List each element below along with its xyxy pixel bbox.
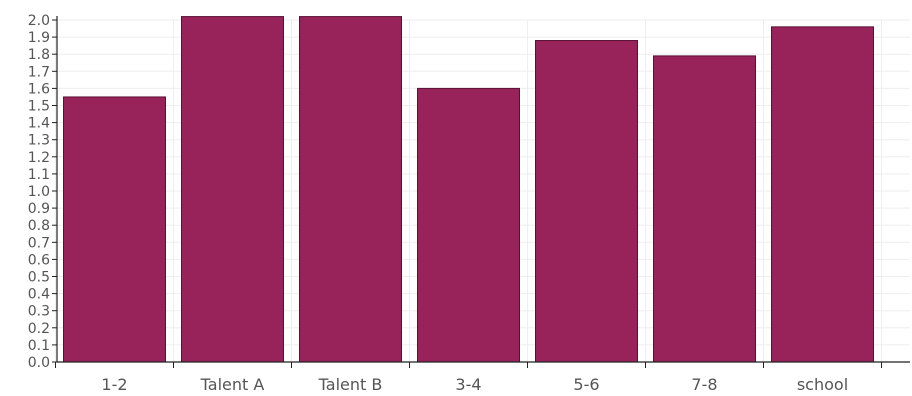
y-tick-label: 1.4 [28, 116, 50, 132]
x-axis-ticks: 1-2 Talent A Talent B 3-4 5-6 7-8 school [55, 362, 882, 394]
y-tick-label: 1.2 [28, 150, 50, 166]
x-tick-label: Talent B [318, 375, 383, 394]
y-tick-label: 0.0 [28, 355, 50, 371]
bar-talent-a [181, 16, 284, 363]
y-tick-label: 0.5 [28, 270, 50, 286]
y-tick-label: 1.7 [28, 64, 50, 80]
y-tick-label: 0.3 [28, 304, 50, 320]
y-tick-label: 0.7 [28, 235, 50, 251]
y-tick-label: 1.1 [28, 167, 50, 183]
x-tick-label: school [797, 375, 848, 394]
x-tick-label: 7-8 [691, 375, 717, 394]
y-tick-label: 1.8 [28, 47, 50, 63]
y-tick-label: 1.3 [28, 133, 50, 149]
bar-7-8 [653, 55, 756, 363]
y-tick-label: 0.1 [28, 338, 50, 354]
bar-talent-b [299, 16, 402, 363]
y-tick-label: 0.8 [28, 218, 50, 234]
y-tick-label: 0.9 [28, 201, 50, 217]
bar-school [771, 26, 874, 363]
x-tick-label: 3-4 [455, 375, 481, 394]
y-axis-ticks: 0.00.10.20.30.40.50.60.70.80.91.01.11.21… [28, 13, 57, 371]
y-tick-label: 1.0 [28, 184, 50, 200]
x-tick-label: 5-6 [573, 375, 599, 394]
y-tick-label: 1.5 [28, 99, 50, 115]
bar-1-2 [63, 96, 166, 363]
x-tick-label: Talent A [200, 375, 265, 394]
y-tick-label: 0.2 [28, 321, 50, 337]
y-tick-label: 1.6 [28, 81, 50, 97]
y-tick-label: 0.6 [28, 252, 50, 268]
y-tick-label: 2.0 [28, 13, 50, 29]
y-tick-label: 0.4 [28, 287, 50, 303]
y-tick-label: 1.9 [28, 30, 50, 46]
bars [63, 16, 874, 363]
x-tick-label: 1-2 [101, 375, 127, 394]
bar-5-6 [535, 40, 638, 363]
bar-3-4 [417, 87, 520, 363]
